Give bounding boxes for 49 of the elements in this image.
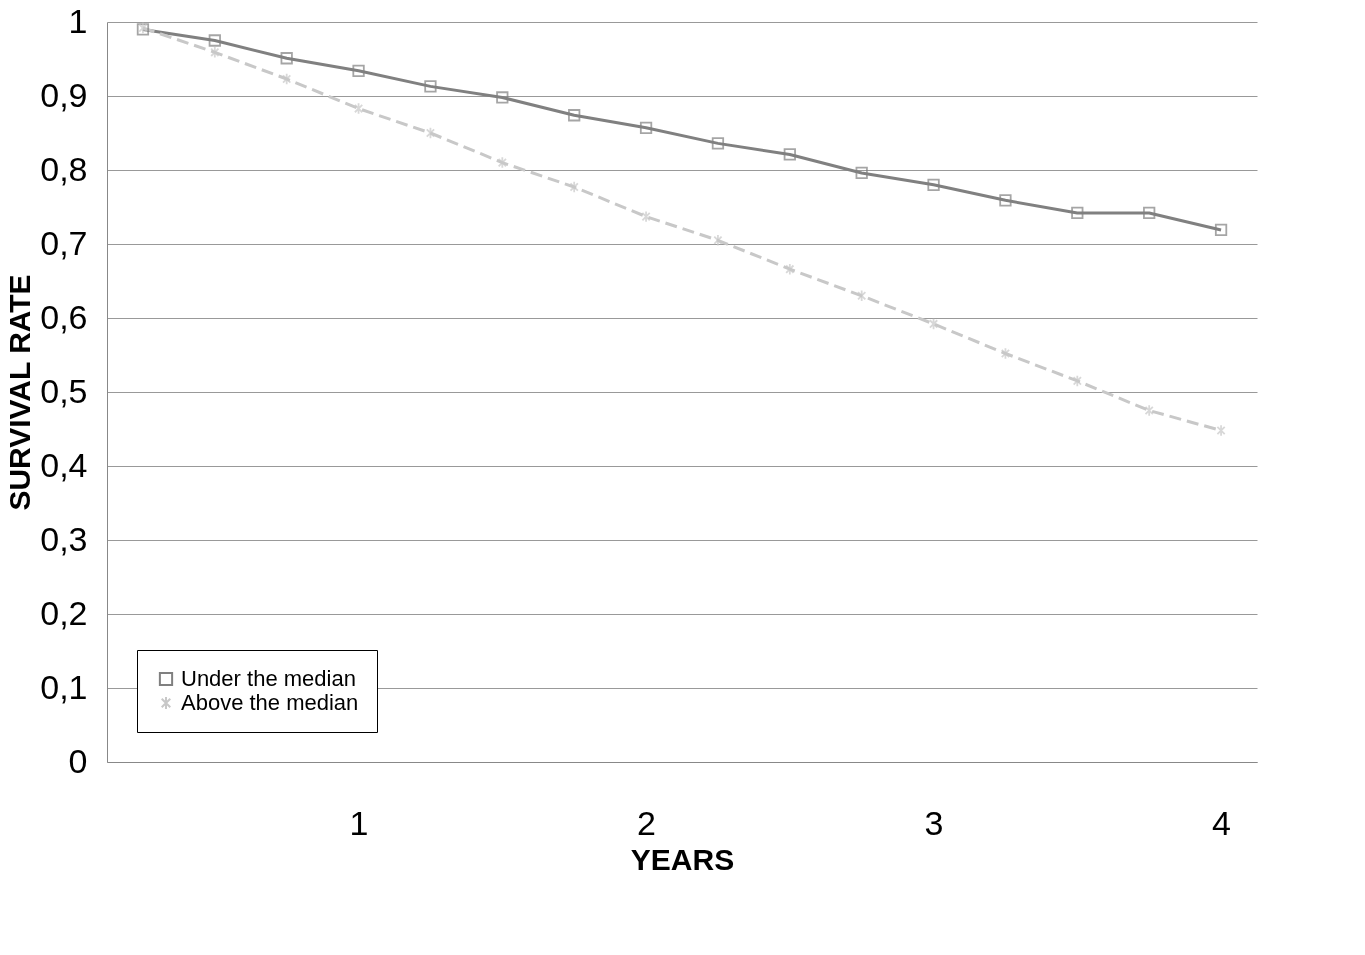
point	[1000, 347, 1011, 360]
y-tick-label: 0,4	[40, 445, 88, 484]
point	[568, 109, 581, 122]
point	[424, 80, 437, 93]
point	[1216, 424, 1226, 437]
point	[1214, 223, 1228, 237]
point	[785, 263, 795, 276]
point	[999, 194, 1012, 207]
x-axis-title: YEARS	[630, 842, 735, 876]
point	[639, 121, 653, 134]
point	[352, 64, 365, 77]
point	[927, 178, 940, 191]
y-tick-label: 1	[68, 1, 88, 40]
y-tick-label: 0	[68, 741, 88, 780]
point	[857, 289, 867, 302]
point	[711, 137, 725, 150]
x-tick-label: 3	[924, 803, 944, 842]
legend-label: Under the median	[181, 666, 356, 691]
y-tick-label: 0,7	[40, 223, 88, 262]
point	[1072, 374, 1082, 388]
y-axis-title: SURVIVAL RATE	[3, 274, 37, 511]
point	[641, 210, 651, 223]
y-tick-label: 0,2	[40, 593, 88, 632]
point	[928, 317, 939, 331]
y-tick-label: 0,5	[40, 371, 88, 410]
point	[282, 72, 292, 86]
y-tick-label: 0,9	[40, 75, 88, 114]
point	[497, 156, 507, 169]
point	[208, 34, 221, 47]
point	[210, 46, 220, 59]
point	[496, 91, 509, 104]
point	[713, 234, 723, 247]
point	[855, 166, 868, 180]
y-tick-label: 0,1	[40, 667, 88, 706]
point	[783, 148, 796, 161]
y-tick-label: 0,8	[40, 149, 88, 188]
x-tick-label: 4	[1212, 803, 1232, 842]
x-tick-label: 2	[637, 803, 657, 842]
point	[280, 52, 293, 65]
point	[1143, 206, 1156, 220]
point	[1144, 404, 1154, 417]
y-tick-label: 0,6	[40, 297, 88, 336]
y-tick-label: 0,3	[40, 519, 88, 558]
point	[569, 180, 579, 194]
point	[425, 126, 436, 140]
x-tick-label: 1	[349, 803, 369, 842]
point	[1071, 206, 1084, 220]
legend-label: Above the median	[181, 690, 359, 715]
point	[353, 102, 364, 115]
